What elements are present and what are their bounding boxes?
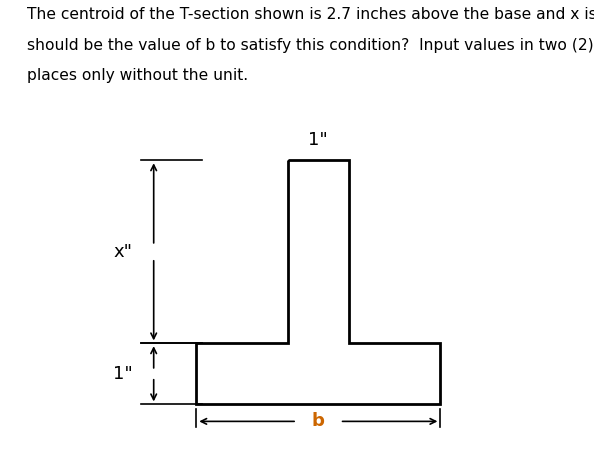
Text: 1": 1" [308,131,328,149]
Text: x": x" [113,243,132,261]
Text: 1": 1" [113,365,132,383]
Text: The centroid of the T-section shown is 2.7 inches above the base and x is 8. Wha: The centroid of the T-section shown is 2… [27,7,594,22]
Text: should be the value of b to satisfy this condition?  Input values in two (2) dec: should be the value of b to satisfy this… [27,38,594,53]
Text: places only without the unit.: places only without the unit. [27,68,248,83]
Text: b: b [312,412,325,430]
